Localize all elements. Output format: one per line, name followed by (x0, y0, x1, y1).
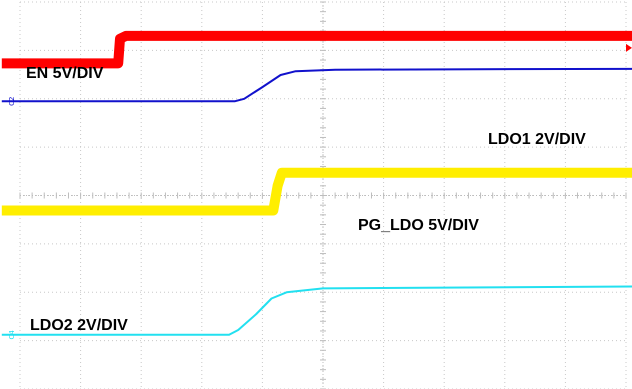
channel-marker-2: C2 (8, 96, 16, 105)
channel-marker-4: C4 (8, 330, 16, 340)
trace-ldo2 (1, 285, 632, 336)
graticule (19, 1, 627, 389)
label-pg-ldo: PG_LDO 5V/DIV (358, 217, 479, 234)
trace-ldo1 (1, 67, 632, 103)
channel-marker-3: C3 (8, 206, 16, 215)
trace-en (1, 30, 632, 69)
label-ldo1: LDO1 2V/DIV (488, 131, 586, 148)
channel-marker-1: C1 (8, 59, 16, 68)
label-en: EN 5V/DIV (26, 65, 104, 82)
trigger-marker-icon (626, 43, 632, 52)
traces (1, 30, 632, 336)
label-ldo2: LDO2 2V/DIV (30, 317, 128, 334)
trace-pg-ldo (1, 167, 632, 216)
trace-labels: EN 5V/DIV LDO1 2V/DIV PG_LDO 5V/DIV LDO2… (26, 65, 586, 334)
channel-markers: C1 C2 C3 C4 (8, 43, 632, 340)
